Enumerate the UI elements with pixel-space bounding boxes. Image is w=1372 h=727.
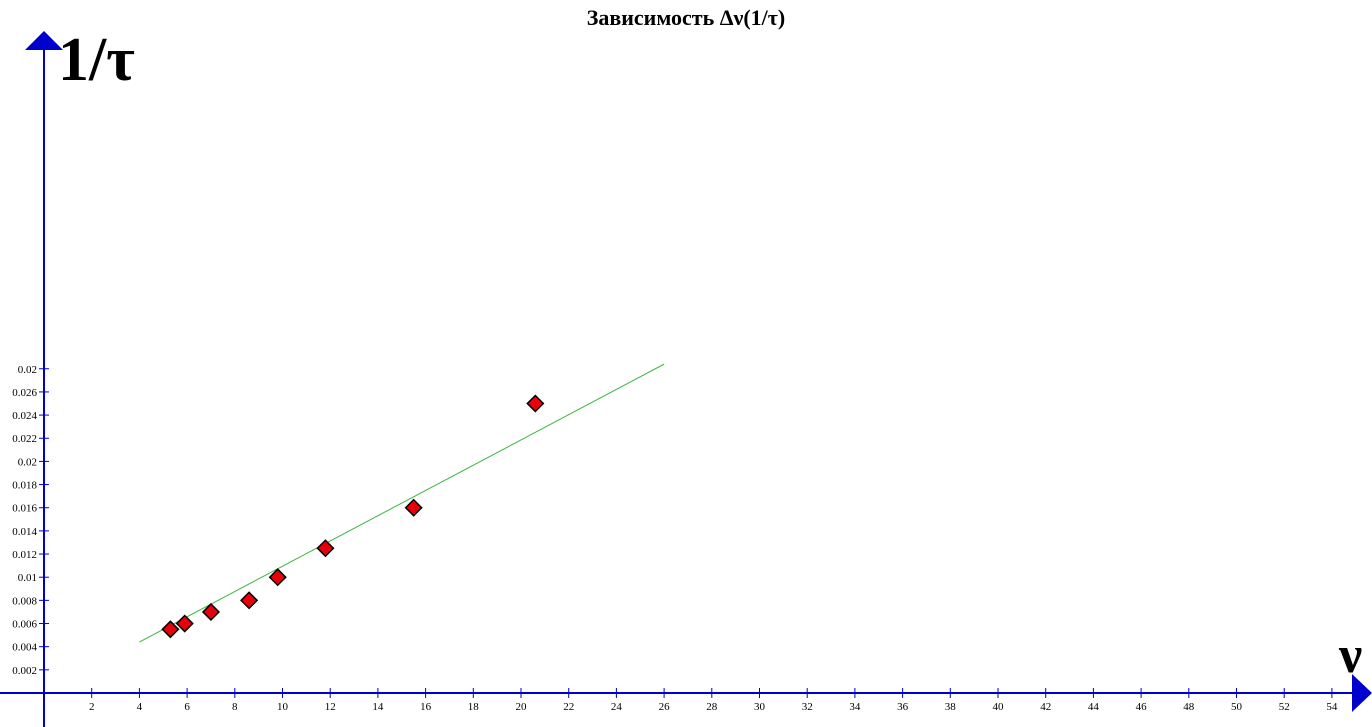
y-axis-arrow <box>25 31 63 50</box>
x-tick-label: 4 <box>137 701 143 713</box>
x-axis-label: ν <box>1338 627 1362 684</box>
series <box>139 363 665 643</box>
y-tick-label: 0.026 <box>12 387 37 399</box>
x-tick-label: 38 <box>945 701 957 713</box>
y-axis-label: 1/τ <box>58 26 135 94</box>
chart-title: Зависимость Δν(1/τ) <box>587 5 786 30</box>
data-point <box>240 591 259 610</box>
x-tick-label: 26 <box>659 701 671 713</box>
y-tick-label: 0.014 <box>12 526 37 538</box>
x-tick-label: 52 <box>1279 701 1290 713</box>
ticks: 2 4 6 8 10 12 14 16 18 20 22 24 26 28 30 32 34 36 38 40 42 44… <box>12 364 1338 713</box>
x-tick-label: 46 <box>1136 701 1148 713</box>
x-tick-label: 32 <box>802 701 813 713</box>
x-tick-label: 22 <box>563 701 574 713</box>
x-tick-label: 36 <box>897 701 909 713</box>
x-tick-label: 44 <box>1088 701 1100 713</box>
data-point <box>316 539 335 558</box>
y-tick-label: 0.004 <box>12 642 37 654</box>
y-tick-label: 0.012 <box>12 549 37 561</box>
x-tick-label: 34 <box>849 701 861 713</box>
x-tick-label: 10 <box>277 701 289 713</box>
x-tick-label: 40 <box>993 701 1005 713</box>
x-tick-label: 48 <box>1183 701 1195 713</box>
x-tick-label: 12 <box>325 701 336 713</box>
data-point <box>201 602 221 622</box>
y-tick-label: 0.018 <box>12 480 37 492</box>
y-tick-label: 0.024 <box>12 410 37 422</box>
x-tick-label: 16 <box>420 701 432 713</box>
y-tick-label: 0.02 <box>18 364 37 376</box>
x-tick-label: 30 <box>754 701 766 713</box>
x-tick-label: 20 <box>516 701 528 713</box>
data-point <box>526 394 545 413</box>
data-point <box>175 614 194 633</box>
x-tick-label: 6 <box>184 701 190 713</box>
x-tick-label: 54 <box>1326 701 1338 713</box>
data-point <box>161 620 180 639</box>
x-axis-arrow <box>1352 674 1372 712</box>
y-tick-label: 0.008 <box>12 595 37 607</box>
data-point <box>404 498 423 517</box>
y-tick-label: 0.02 <box>18 456 37 468</box>
y-tick-label: 0.006 <box>12 619 37 631</box>
y-tick-label: 0.016 <box>12 503 37 515</box>
y-tick-label: 0.002 <box>12 665 37 677</box>
trend-line <box>139 363 665 643</box>
x-tick-label: 14 <box>372 701 384 713</box>
x-tick-label: 42 <box>1040 701 1051 713</box>
x-tick-label: 8 <box>232 701 238 713</box>
data-point <box>268 568 287 587</box>
y-tick-label: 0.01 <box>18 572 37 584</box>
axes <box>0 31 1372 727</box>
x-tick-label: 18 <box>468 701 480 713</box>
x-tick-label: 24 <box>611 701 623 713</box>
x-tick-label: 2 <box>89 701 95 713</box>
y-tick-label: 0.022 <box>12 433 37 445</box>
x-tick-label: 28 <box>706 701 718 713</box>
x-tick-label: 50 <box>1231 701 1243 713</box>
